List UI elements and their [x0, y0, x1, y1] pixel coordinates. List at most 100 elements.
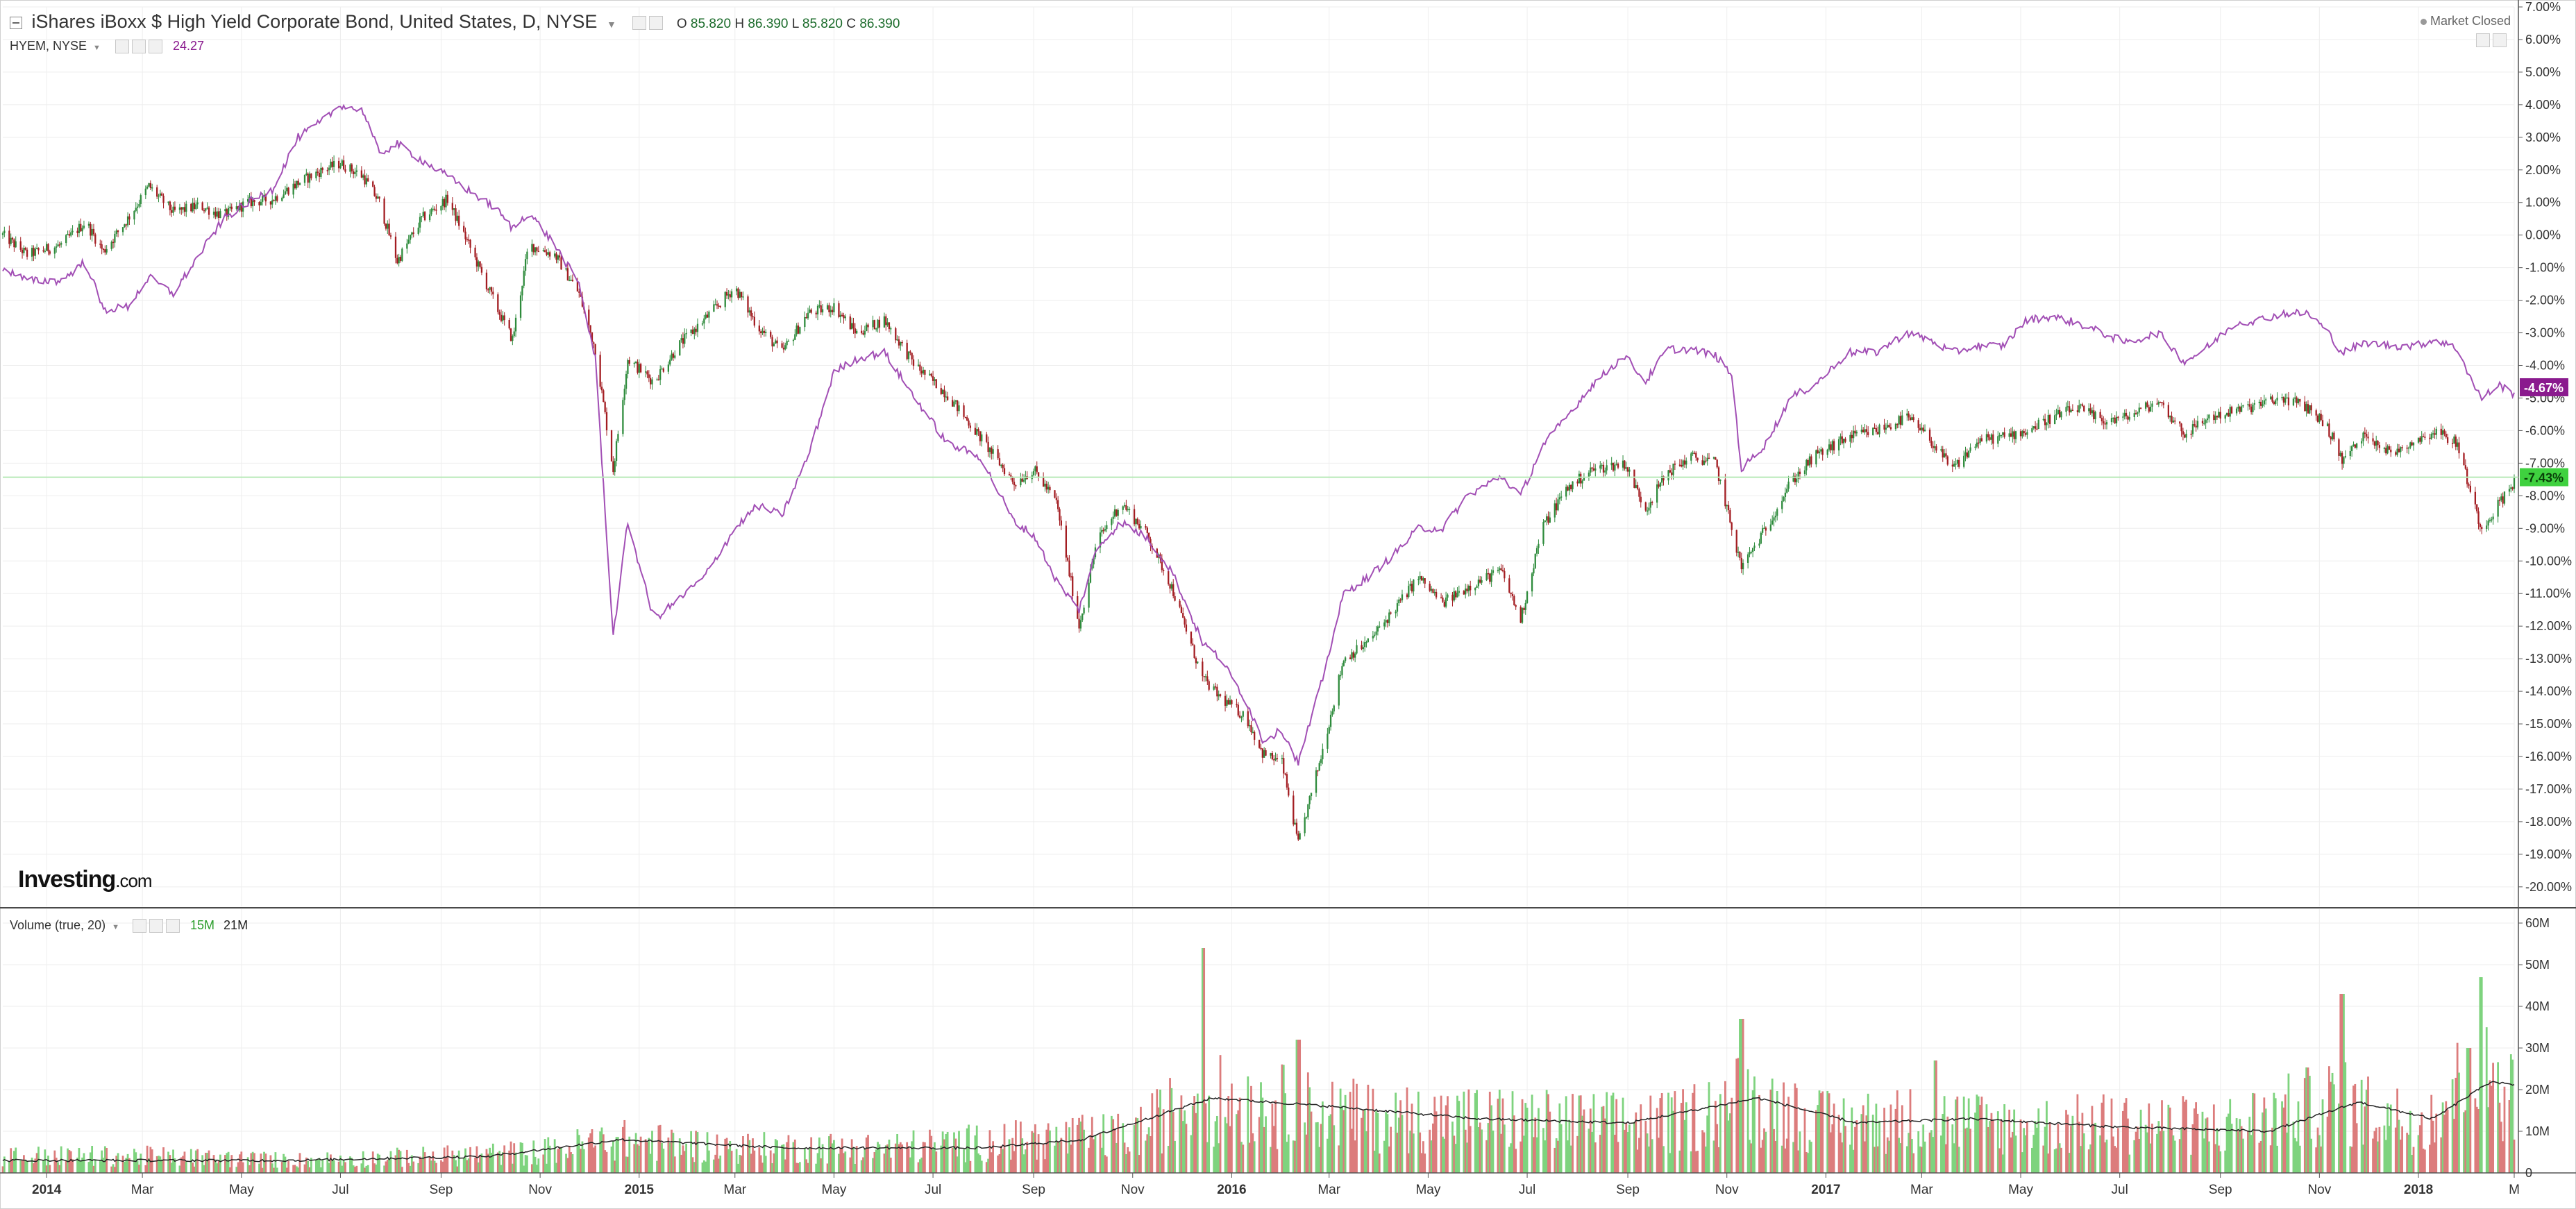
volume-bar [1603, 1118, 1606, 1173]
candle [2367, 437, 2369, 439]
legend-controls[interactable] [632, 11, 671, 32]
close-icon[interactable] [649, 15, 664, 30]
candle [2138, 407, 2140, 413]
chevron-down-icon[interactable]: ▼ [606, 19, 616, 30]
settings-icon[interactable] [149, 919, 163, 933]
volume-bar [2162, 1131, 2165, 1173]
candle [230, 206, 233, 210]
volume-bar [410, 1155, 413, 1173]
candle [2349, 451, 2351, 457]
candle [856, 330, 858, 334]
volume-bar [2464, 1110, 2467, 1173]
volume-bar [1487, 1123, 1490, 1173]
candle [1872, 428, 1874, 435]
volume-bar [135, 1152, 137, 1173]
candle [412, 232, 414, 234]
settings-icon[interactable] [632, 15, 647, 30]
candle [1248, 725, 1251, 727]
candle [432, 208, 434, 210]
minus-square-icon[interactable] [10, 16, 22, 29]
volume-bar [1670, 1097, 1673, 1173]
candle [219, 211, 221, 218]
candle [940, 388, 942, 394]
price-axis[interactable]: 7.00%6.00%5.00%4.00%3.00%2.00%1.00%0.00%… [2518, 0, 2572, 894]
volume-bar [1974, 1113, 1976, 1173]
volume-legend[interactable]: Volume (true, 20) ▼ 15M 21M [10, 918, 248, 933]
visibility-icon[interactable] [133, 919, 146, 933]
settings-icon[interactable] [131, 40, 146, 54]
volume-bar [1875, 1104, 1878, 1173]
close-icon[interactable] [148, 40, 162, 54]
candle [2407, 447, 2410, 449]
candle [2110, 418, 2113, 423]
volume-bar [1910, 1138, 1913, 1173]
candle [2144, 402, 2147, 409]
volume-bar [1558, 1103, 1561, 1173]
volume-bar [830, 1133, 832, 1173]
chart-legend[interactable]: iShares iBoxx $ High Yield Corporate Bon… [10, 11, 900, 33]
volume-bar [2055, 1148, 2057, 1173]
time-axis[interactable]: 2014 Mar May Jul Sep Nov 2015 Mar May Jul Sep Nov 20… [32, 1173, 2520, 1197]
candle [946, 396, 949, 400]
candle [1274, 758, 1277, 761]
close-icon[interactable] [166, 919, 180, 933]
volume-bar [1088, 1147, 1090, 1173]
candle [1581, 480, 1583, 484]
candle [1974, 446, 1976, 448]
volume-bar [2383, 1125, 2386, 1173]
candle [2458, 442, 2460, 454]
volume-bar [924, 1142, 926, 1173]
volume-bar [1601, 1106, 1603, 1173]
volume-bar [1236, 1114, 1238, 1173]
candle [2468, 484, 2470, 486]
volume-bar [1513, 1115, 1515, 1173]
candle [729, 294, 731, 298]
grid-lines [3, 6, 2515, 906]
candle [1443, 601, 1445, 607]
axis-tick-label: -9.00% [2525, 521, 2565, 535]
candle [2156, 403, 2158, 405]
scroll-controls[interactable] [2476, 33, 2509, 47]
candle [625, 373, 628, 389]
candle [943, 389, 945, 398]
candle [315, 171, 317, 178]
candle [263, 194, 265, 196]
candle [1651, 502, 1653, 503]
chevron-down-icon[interactable]: ▼ [93, 44, 101, 52]
volume-bar [1083, 1129, 1085, 1173]
candle [968, 420, 970, 426]
candle [2135, 413, 2137, 414]
candle [2137, 412, 2139, 414]
candle [2421, 436, 2423, 442]
volume-bar [1002, 1149, 1004, 1173]
scroll-left-icon[interactable] [2476, 33, 2490, 47]
volume-bar [23, 1155, 25, 1173]
volume-bar [1054, 1145, 1056, 1173]
volume-bar [1150, 1136, 1152, 1173]
candle [1411, 584, 1413, 592]
visibility-icon[interactable] [115, 40, 129, 54]
candle [2331, 432, 2334, 440]
candle [2031, 428, 2033, 432]
volume-bar [1078, 1117, 1080, 1173]
axis-tick-label: 40M [2525, 999, 2550, 1013]
volume-bar [810, 1137, 813, 1173]
candle [1054, 490, 1056, 498]
volume-bar [1901, 1105, 1903, 1173]
volume-bar [1128, 1151, 1131, 1173]
volume-bar [750, 1153, 752, 1173]
investing-logo: Investing.com [18, 866, 153, 893]
candle [2094, 412, 2096, 420]
compare-legend[interactable]: HYEM, NYSE ▼ 24.27 [10, 39, 204, 54]
chevron-down-icon[interactable]: ▼ [112, 923, 119, 931]
volume-bar [89, 1152, 92, 1173]
volume-bar [821, 1144, 824, 1173]
volume-bar [21, 1160, 24, 1173]
scroll-right-icon[interactable] [2493, 33, 2507, 47]
volume-bar [1602, 1106, 1605, 1173]
volume-bar [1344, 1094, 1347, 1173]
candle [2237, 407, 2239, 409]
volume-bar [2511, 1059, 2514, 1173]
